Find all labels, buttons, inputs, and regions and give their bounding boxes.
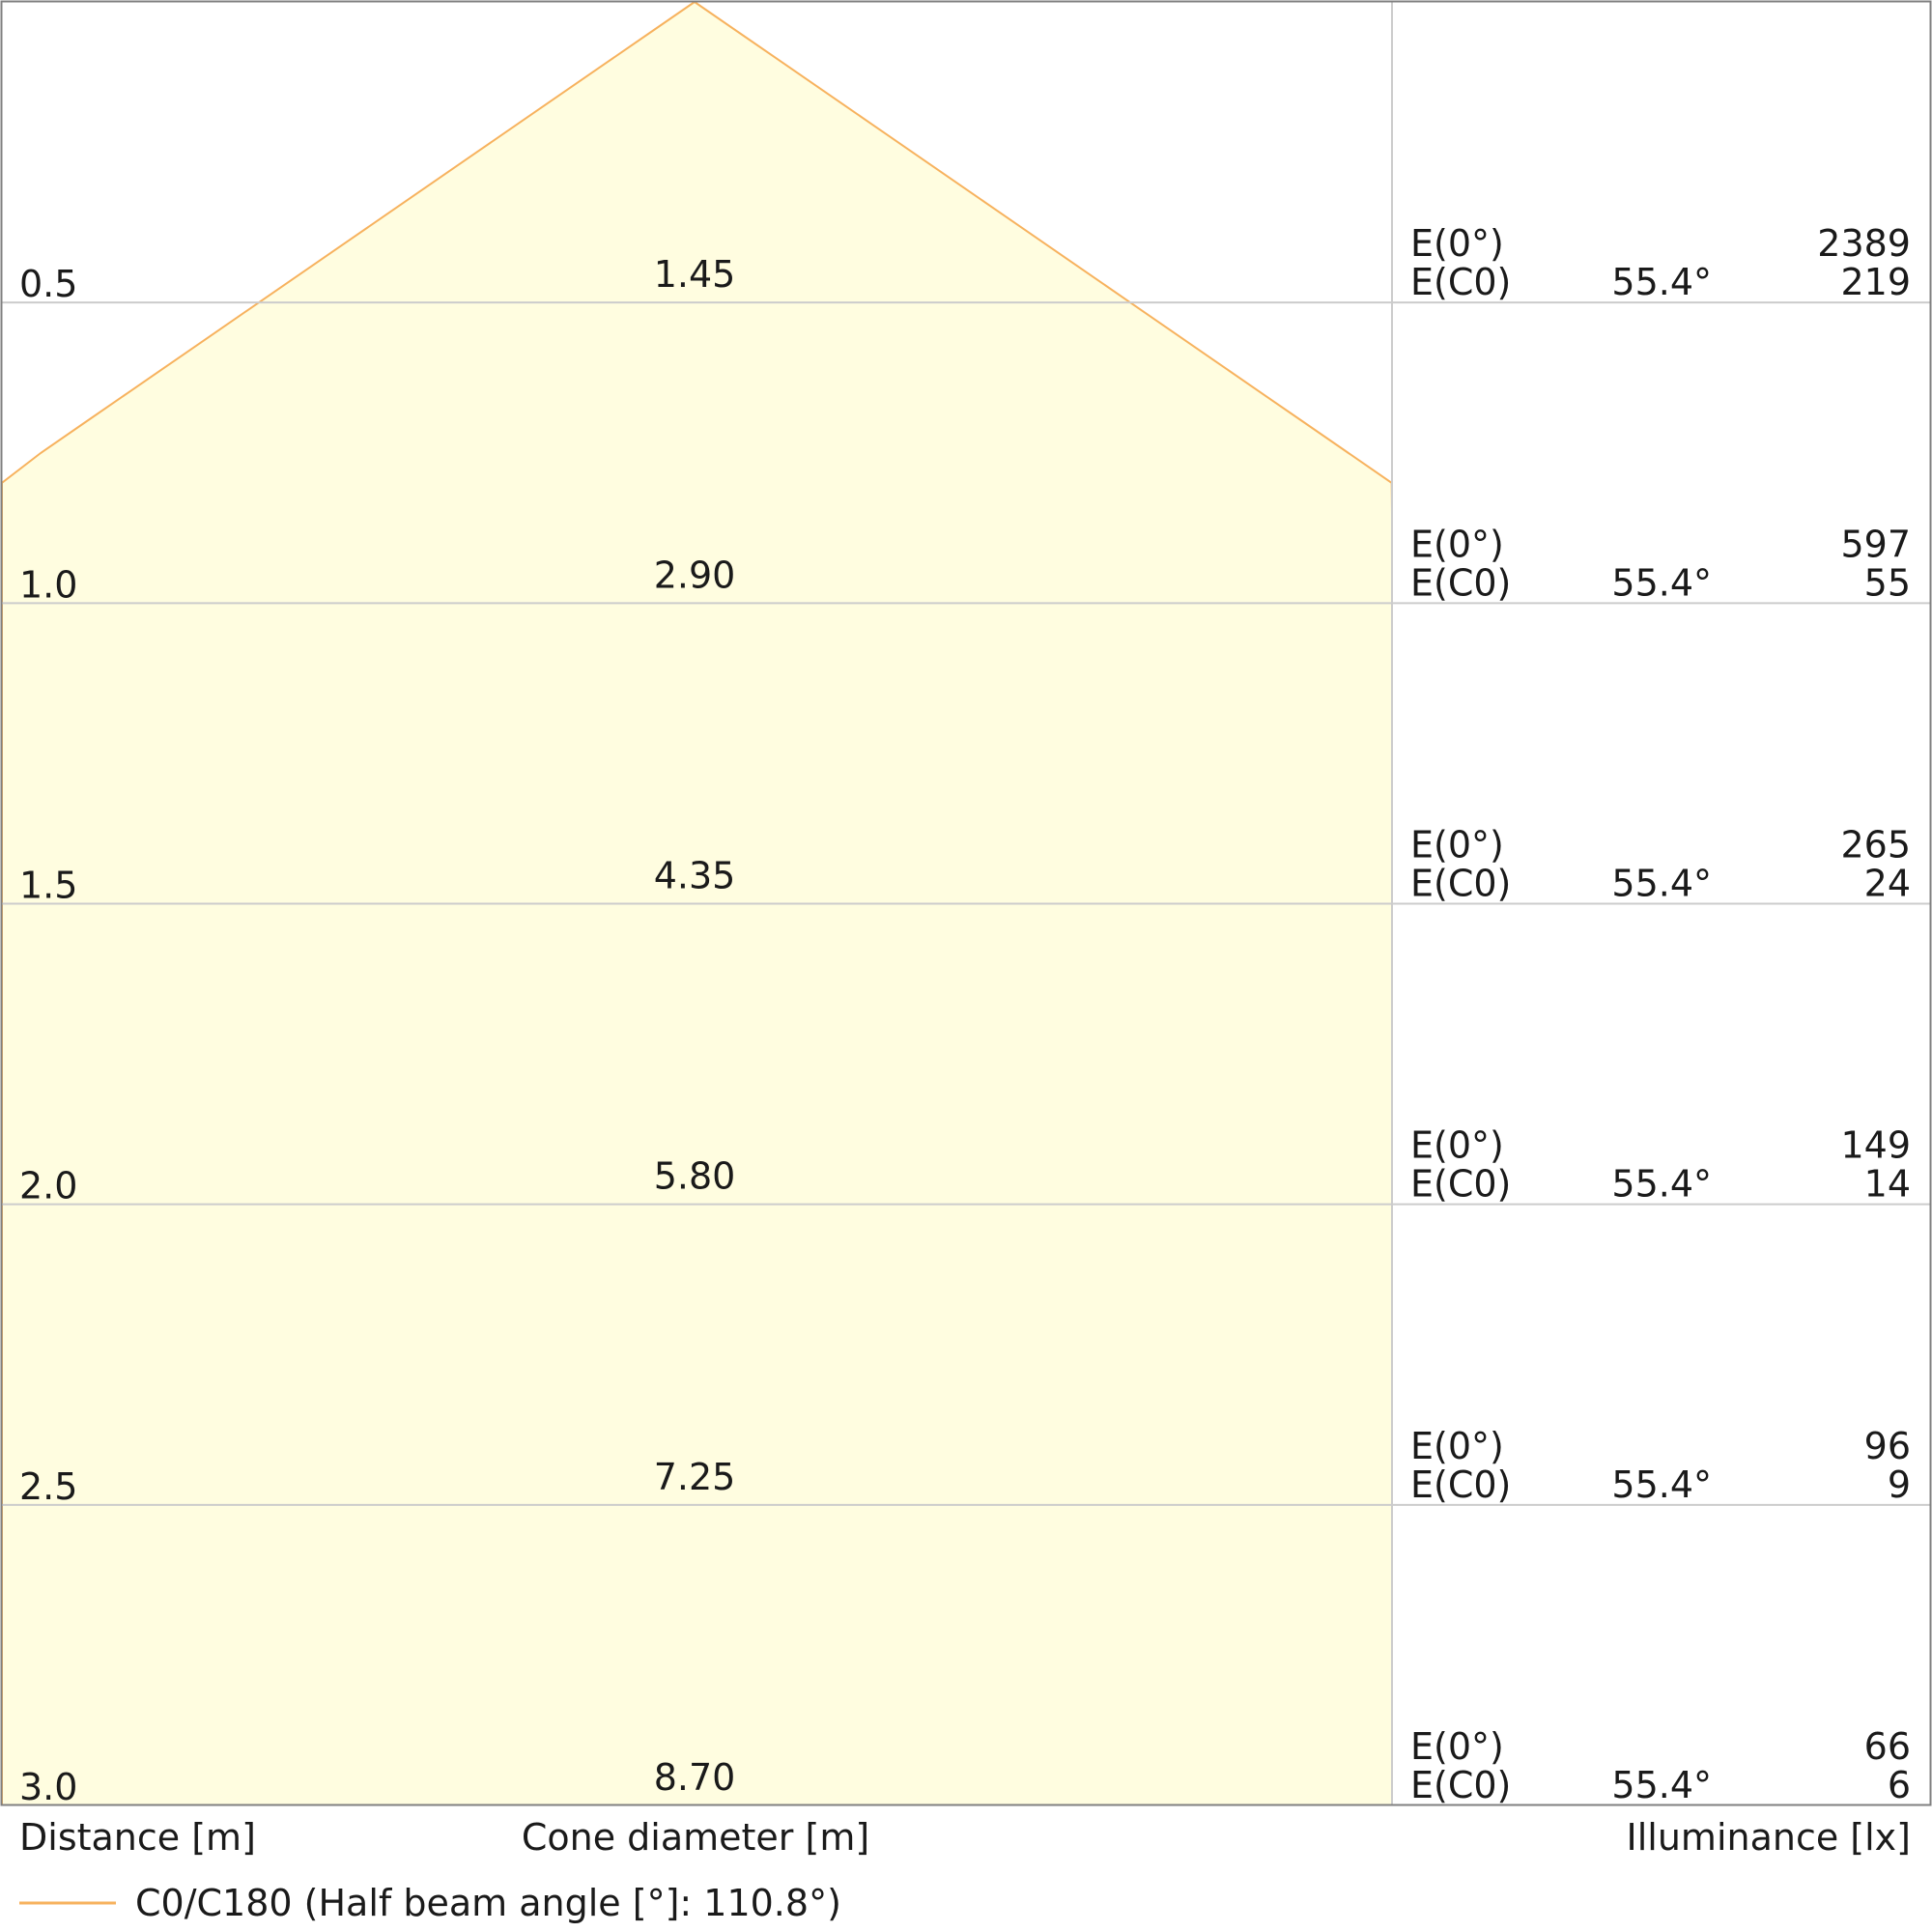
e-center-value: 597 (1840, 523, 1911, 565)
e-center-label: E(0°) (1410, 824, 1504, 867)
distance-label: 3.0 (19, 1766, 77, 1808)
e-edge-value: 219 (1840, 261, 1911, 303)
e-center-label: E(0°) (1410, 1725, 1504, 1768)
cone-diameter-value: 1.45 (654, 253, 736, 296)
e-edge-label: E(C0) (1410, 863, 1511, 905)
e-center-label: E(0°) (1410, 1124, 1504, 1167)
beam-angle-value: 55.4° (1611, 561, 1712, 604)
cone-diameter-label: Cone diameter [m] (522, 1816, 869, 1859)
e-edge-label: E(C0) (1410, 1163, 1511, 1206)
e-edge-label: E(C0) (1410, 261, 1511, 303)
e-edge-label: E(C0) (1410, 1463, 1511, 1506)
x-axis-label: Distance [m] (19, 1816, 256, 1859)
e-edge-value: 6 (1888, 1764, 1911, 1806)
distance-label: 1.0 (19, 563, 77, 606)
e-edge-value: 9 (1888, 1463, 1911, 1506)
chart-border (0, 0, 1932, 1806)
e-center-value: 265 (1840, 824, 1911, 867)
cone-diameter-value: 4.35 (654, 855, 736, 897)
e-edge-value: 55 (1864, 561, 1911, 604)
cone-diameter-value: 5.80 (654, 1155, 736, 1198)
e-edge-value: 14 (1864, 1163, 1911, 1206)
e-center-label: E(0°) (1410, 523, 1504, 565)
e-center-label: E(0°) (1410, 222, 1504, 265)
legend-label: C0/C180 (Half beam angle [°]: 110.8°) (135, 1882, 841, 1924)
beam-angle-value: 55.4° (1611, 1764, 1712, 1806)
beam-angle-value: 55.4° (1611, 1463, 1712, 1506)
cone-diameter-value: 2.90 (654, 554, 736, 596)
illuminance-label: Illuminance [lx] (1627, 1816, 1911, 1859)
distance-label: 1.5 (19, 865, 77, 907)
e-center-label: E(0°) (1410, 1425, 1504, 1467)
e-center-value: 149 (1840, 1124, 1911, 1167)
beam-angle-value: 55.4° (1611, 261, 1712, 303)
e-edge-label: E(C0) (1410, 561, 1511, 604)
cone-diameter-value: 7.25 (654, 1456, 736, 1498)
e-center-value: 66 (1864, 1725, 1911, 1768)
e-edge-label: E(C0) (1410, 1764, 1511, 1806)
e-center-value: 96 (1864, 1425, 1911, 1467)
distance-label: 2.5 (19, 1465, 77, 1508)
cone-diameter-value: 8.70 (654, 1756, 736, 1799)
e-edge-value: 24 (1864, 863, 1911, 905)
beam-angle-value: 55.4° (1611, 1163, 1712, 1206)
distance-label: 2.0 (19, 1165, 77, 1208)
distance-label: 0.5 (19, 263, 77, 305)
beam-angle-value: 55.4° (1611, 863, 1712, 905)
e-center-value: 2389 (1817, 222, 1911, 265)
